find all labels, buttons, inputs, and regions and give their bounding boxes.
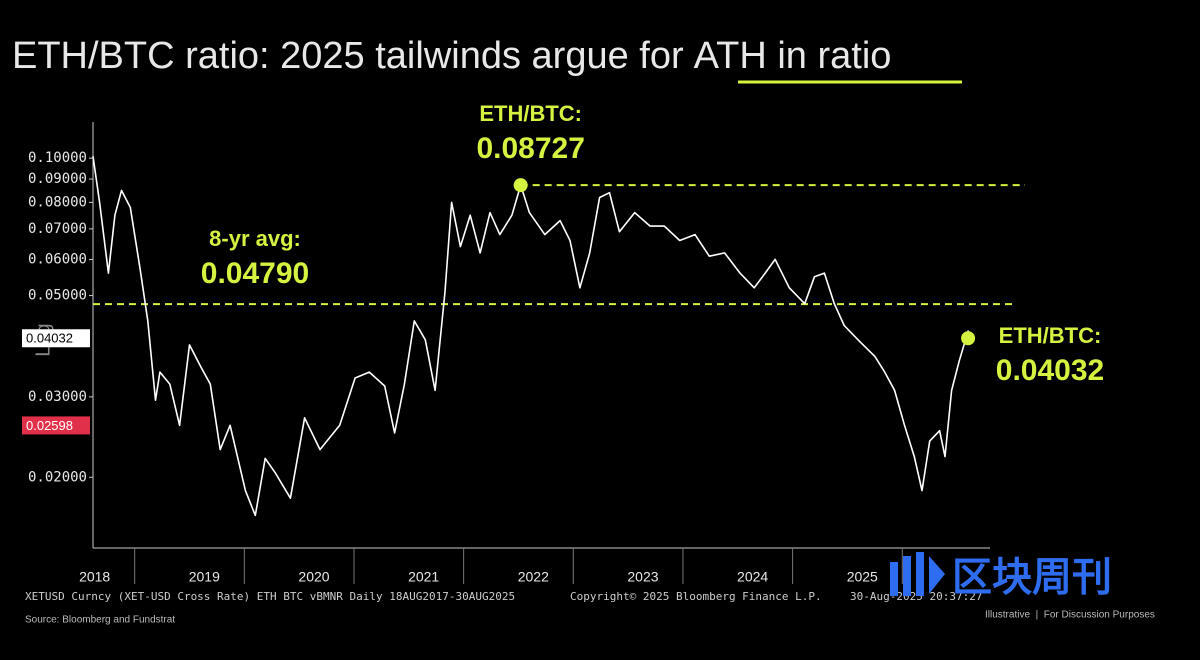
x-tick-label: 2025 bbox=[847, 569, 878, 585]
footer-timestamp: 30-Aug-2025 20:37:27 bbox=[850, 590, 982, 603]
price-tag bbox=[22, 329, 90, 348]
x-tick-label: 2021 bbox=[408, 569, 439, 585]
price-tag bbox=[22, 416, 90, 435]
chart-title: ETH/BTC ratio: 2025 tailwinds argue for A… bbox=[12, 35, 891, 77]
x-tick-label: 2020 bbox=[298, 569, 329, 585]
logo-bar bbox=[890, 562, 898, 596]
y-tick-label: 0.07000 bbox=[28, 221, 87, 237]
logo-arrow bbox=[929, 556, 945, 594]
y-tick-label: 0.03000 bbox=[28, 389, 87, 405]
ath-value: 0.08727 bbox=[476, 132, 584, 165]
ath-name: ETH/BTC: bbox=[479, 101, 582, 126]
footer-ticker: XETUSD Curncy (XET-USD Cross Rate) ETH B… bbox=[25, 590, 515, 603]
last-name: ETH/BTC: bbox=[999, 323, 1102, 348]
average-name: 8-yr avg: bbox=[209, 226, 301, 251]
disclaimer: Illustrative | For Discussion Purposes bbox=[985, 610, 1155, 621]
y-tick-label: 0.02000 bbox=[28, 469, 87, 485]
footer: XETUSD Curncy (XET-USD Cross Rate) ETH B… bbox=[25, 590, 982, 603]
y-tick-label: 0.06000 bbox=[28, 251, 87, 267]
x-tick-label: 2024 bbox=[737, 569, 768, 585]
watermark-logo bbox=[890, 552, 945, 596]
x-tick-label: 2019 bbox=[189, 569, 220, 585]
footer-copyright: Copyright© 2025 Bloomberg Finance L.P. bbox=[570, 590, 822, 603]
ath-dot bbox=[513, 178, 528, 193]
source: Source: Bloomberg and Fundstrat bbox=[25, 615, 175, 626]
x-tick-label: 2022 bbox=[518, 569, 549, 585]
y-tick-label: 0.05000 bbox=[28, 288, 87, 304]
price-line bbox=[92, 156, 976, 517]
logo-bar bbox=[903, 556, 911, 596]
price-tag-label: 0.04032 bbox=[26, 331, 73, 346]
x-tick-label: 2023 bbox=[627, 569, 658, 585]
watermark-text: 区块周刊 bbox=[952, 556, 1112, 600]
y-tick-label: 0.09000 bbox=[28, 171, 87, 187]
title-highlight: ATH in ratio bbox=[694, 35, 892, 77]
title-text: ETH/BTC ratio: 2025 tailwinds argue for bbox=[12, 35, 684, 77]
average-value: 0.04790 bbox=[201, 257, 309, 290]
y-tick-label: 0.10000 bbox=[28, 150, 87, 166]
last-dot bbox=[961, 331, 976, 346]
last-value: 0.04032 bbox=[996, 354, 1104, 387]
price-tag-label: 0.02598 bbox=[26, 418, 73, 433]
y-tick-label: 0.08000 bbox=[28, 194, 87, 210]
logo-bar bbox=[916, 552, 924, 596]
x-tick-label: 2018 bbox=[79, 569, 110, 585]
